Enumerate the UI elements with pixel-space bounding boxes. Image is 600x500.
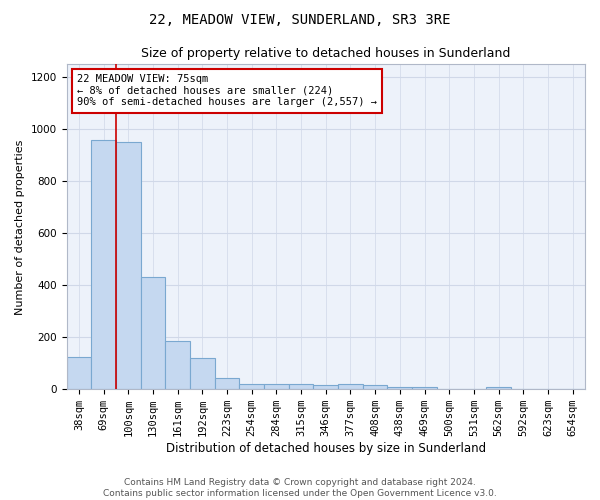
Bar <box>91 140 116 389</box>
Bar <box>116 142 140 389</box>
Text: Contains HM Land Registry data © Crown copyright and database right 2024.
Contai: Contains HM Land Registry data © Crown c… <box>103 478 497 498</box>
Bar <box>363 386 388 389</box>
Bar <box>486 387 511 389</box>
Bar <box>388 386 412 389</box>
Bar <box>264 384 289 389</box>
Bar <box>412 386 437 389</box>
Bar <box>239 384 264 389</box>
Bar <box>215 378 239 389</box>
Bar <box>313 386 338 389</box>
Y-axis label: Number of detached properties: Number of detached properties <box>15 139 25 314</box>
X-axis label: Distribution of detached houses by size in Sunderland: Distribution of detached houses by size … <box>166 442 486 455</box>
Bar <box>140 278 165 389</box>
Bar <box>165 341 190 389</box>
Title: Size of property relative to detached houses in Sunderland: Size of property relative to detached ho… <box>141 48 511 60</box>
Bar <box>289 384 313 389</box>
Text: 22 MEADOW VIEW: 75sqm
← 8% of detached houses are smaller (224)
90% of semi-deta: 22 MEADOW VIEW: 75sqm ← 8% of detached h… <box>77 74 377 108</box>
Text: 22, MEADOW VIEW, SUNDERLAND, SR3 3RE: 22, MEADOW VIEW, SUNDERLAND, SR3 3RE <box>149 12 451 26</box>
Bar <box>190 358 215 389</box>
Bar <box>338 384 363 389</box>
Bar <box>67 356 91 389</box>
